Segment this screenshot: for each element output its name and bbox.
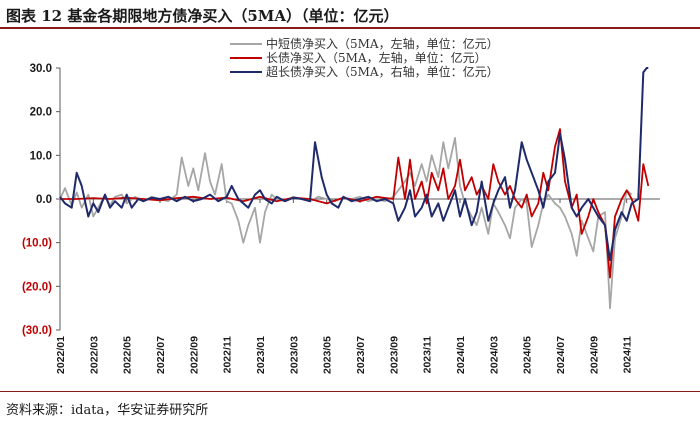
x-tick-label: 2023/11 (422, 336, 434, 374)
y-tick-label: (10.0) (22, 238, 52, 250)
legend-label-2: 长债净买入（5MA，左轴，单位：亿元） (266, 50, 487, 65)
y-tick-label: 10.0 (30, 150, 52, 162)
y-tick-label: 0.0 (36, 194, 52, 206)
x-tick-label: 2022/05 (122, 336, 134, 374)
source-rule (0, 391, 700, 392)
legend-label-3: 超长债净买入（5MA，右轴，单位：亿元） (266, 64, 499, 79)
x-tick-label: 2023/01 (255, 336, 267, 374)
x-tick-labels: 2022/01 2022/03 2022/05 2022/07 2022/09 2022/… (55, 336, 634, 374)
series-line-3 (59, 67, 649, 262)
y-tick-label: (30.0) (22, 325, 52, 337)
x-tick-label: 2022/09 (188, 336, 200, 374)
chart-series (59, 67, 650, 310)
figure-title: 图表 12 基金各期限地方债净买入（5MA）（单位：亿元） (6, 7, 399, 25)
x-tick-label: 2024/05 (522, 336, 534, 374)
y-tick-label: 20.0 (30, 107, 52, 119)
source-note: 资料来源：idata，华安证券研究所 (6, 403, 209, 418)
x-tick-label: 2024/07 (555, 336, 567, 374)
legend-label-1: 中短债净买入（5MA，左轴，单位：亿元） (266, 36, 499, 51)
x-tick-label: 2023/05 (322, 336, 334, 374)
x-tick-label: 2022/03 (88, 336, 100, 374)
chart-legend: 中短债净买入（5MA，左轴，单位：亿元）长债净买入（5MA，左轴，单位：亿元）超… (230, 36, 499, 79)
y-tick-labels: 30.0 20.0 10.0 0.0 (10.0) (20.0) (30.0) (22, 63, 52, 337)
x-tick-label: 2024/09 (588, 336, 600, 374)
x-tick-label: 2022/11 (222, 336, 234, 374)
x-tick-label: 2022/07 (155, 336, 167, 374)
y-tick-label: (20.0) (22, 281, 52, 293)
x-tick-label: 2024/11 (622, 336, 634, 374)
y-tick-label: 30.0 (30, 63, 52, 75)
series-line-1 (59, 137, 633, 310)
x-tick-label: 2023/03 (288, 336, 300, 374)
title-rule (0, 27, 700, 29)
x-tick-label: 2024/01 (455, 336, 467, 374)
x-tick-label: 2023/09 (388, 336, 400, 374)
x-tick-label: 2023/07 (355, 336, 367, 374)
series-line-2 (60, 128, 650, 279)
x-tick-label: 2024/03 (488, 336, 500, 374)
x-tick-label: 2022/01 (55, 336, 67, 374)
